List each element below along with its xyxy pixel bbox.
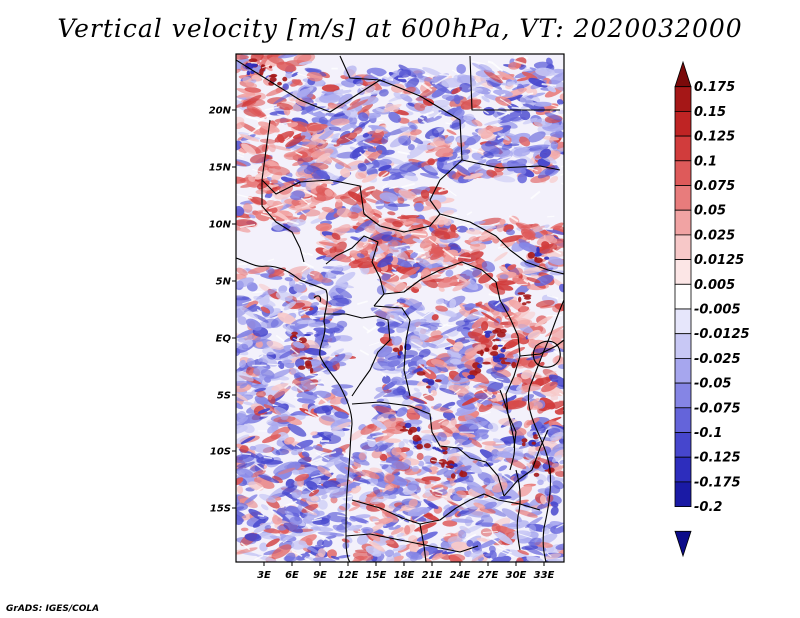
colorbar-label: -0.2 [694,500,722,515]
colorbar-label: -0.075 [694,401,741,416]
lake-malawi [515,469,521,551]
border-congo-b [373,305,411,397]
lat-tick-label: 10N [209,220,232,231]
lon-tick-label: 15E [366,570,387,581]
colorbar-swatch [674,234,692,260]
latitude-axis: 20N 15N 10N 5N EQ 5S 10S 15S [209,106,236,515]
border-north-b [469,55,560,111]
border-uganda [519,339,564,357]
border-angola [351,401,505,497]
colorbar-swatch [674,432,692,458]
colorbar-label: 0.075 [694,179,735,194]
border-mozambique [503,429,549,497]
lat-tick-label: 10S [210,447,231,458]
colorbar-swatch [674,135,692,162]
colorbar-swatch [674,382,692,409]
lon-tick-label: 33E [534,570,555,581]
lat-tick-label: 5N [216,277,232,288]
colorbar-swatch [674,185,692,211]
lake-victoria [532,340,561,368]
colorbar-swatch [674,283,692,310]
colorbar-swatch [674,333,692,359]
colorbar-label: 0.025 [694,228,735,243]
colorbar-swatch [674,308,692,335]
colorbar-label: -0.1 [694,426,722,441]
border-namibia [345,533,479,553]
border-north-a [339,55,381,81]
colorbar-swatch [674,407,692,433]
lake-tanganyika [499,389,516,471]
coastline-east-africa [527,299,564,562]
map-frame [235,53,565,563]
colorbar-swatch [674,160,692,186]
lon-tick-label: 18E [394,570,415,581]
lat-tick-label: 15N [209,163,232,174]
lon-tick-label: 12E [338,570,359,581]
border-chad [363,213,564,275]
colorbar-bottom-arrow [674,530,692,558]
grads-credit: GrADS: IGES/COLA [6,604,100,614]
vertical-velocity-field [236,54,564,562]
colorbar-swatch [674,456,692,483]
colorbar-label: 0.1 [694,154,717,169]
colorbar-label: 0.175 [694,80,735,95]
colorbar: 0.175 0.15 0.125 0.1 0.075 0.05 0.025 0.0125 0.0… [674,60,750,558]
lon-tick-label: 3E [257,570,271,581]
lon-tick-label: 24E [450,570,471,581]
lat-tick-label: 20N [209,106,232,117]
colorbar-label: -0.175 [694,475,741,490]
colorbar-label: -0.05 [694,377,731,392]
longitude-axis: 3E 6E 9E 12E 15E 18E 21E 24E 27E 30E 33E [257,562,555,581]
lat-tick-label: 15S [210,504,231,515]
country-borders [236,55,564,562]
border-sahara-b [261,119,365,215]
border-nile [461,159,561,171]
border-cameroon [325,235,385,307]
colorbar-label: -0.005 [694,303,741,318]
border-zambia [351,493,541,525]
colorbar-swatch [674,481,692,507]
colorbar-swatch [674,209,692,236]
lon-tick-label: 21E [422,570,443,581]
colorbar-swatch [674,357,692,384]
colorbar-label: 0.125 [694,130,735,145]
colorbar-label: -0.0125 [694,327,750,342]
border-congo-a [324,313,391,397]
border-car [383,261,501,301]
lat-tick-label: 5S [217,391,231,402]
colorbar-swatch [674,259,692,285]
colorbar-swatch [674,86,692,112]
colorbar-label: 0.005 [694,278,735,293]
border-south-a [419,523,427,562]
coastline-bight-island [313,295,322,303]
colorbar-label: 0.05 [694,204,726,219]
border-nigeria [261,180,305,263]
lat-tick-label: EQ [216,334,232,345]
border-drc-east [499,299,521,449]
lon-tick-label: 9E [313,570,327,581]
lon-tick-label: 6E [285,570,299,581]
border-sahara-a [236,59,463,215]
colorbar-swatch [674,111,692,137]
colorbar-label: 0.0125 [694,253,744,268]
lon-tick-label: 27E [478,570,499,581]
lon-tick-label: 30E [506,570,527,581]
coastline-west-africa [236,257,353,562]
colorbar-label: 0.15 [694,105,726,120]
map-title: Vertical velocity [m/s] at 600hPa, VT: 2… [57,14,743,43]
colorbar-label: -0.025 [694,352,741,367]
colorbar-top-arrow [674,60,692,88]
colorbar-label: -0.125 [694,451,741,466]
